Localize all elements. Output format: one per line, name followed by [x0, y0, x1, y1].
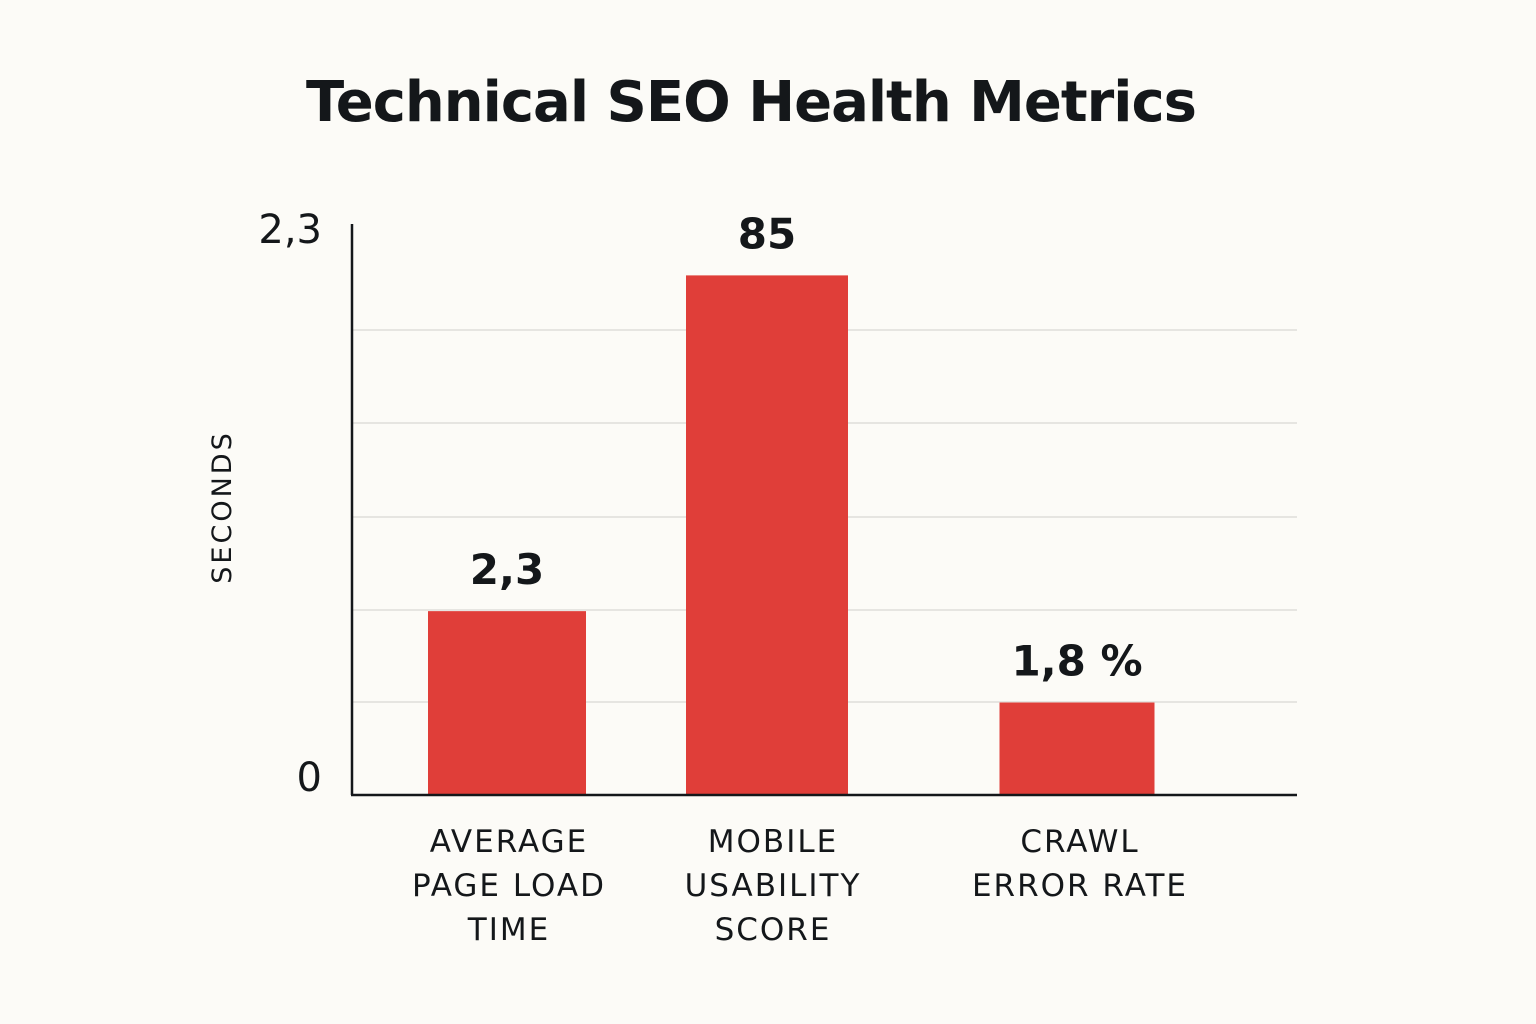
bar — [686, 275, 848, 795]
bar — [428, 611, 586, 795]
bar-value-label: 2,3 — [470, 545, 544, 594]
bar — [999, 702, 1155, 795]
y-tick-label: 0 — [297, 755, 322, 801]
y-tick-labels: 2,30 — [258, 207, 322, 801]
value-labels: 2,3 85 1,8 % — [470, 209, 1143, 685]
bar-value-label: 85 — [738, 209, 796, 258]
y-axis-label: SECONDS — [207, 430, 238, 583]
bars — [428, 275, 1155, 795]
category-label: CRAWL ERROR RATE — [972, 824, 1188, 904]
bar-value-label: 1,8 % — [1011, 636, 1142, 685]
category-label: AVERAGE PAGE LOAD TIME — [412, 824, 606, 948]
axes — [350, 224, 1297, 797]
category-labels: AVERAGE PAGE LOAD TIME MOBILE USABILITY SCORE… — [412, 824, 1188, 948]
chart-title: Technical SEO Health Metrics — [305, 70, 1197, 135]
y-tick-label: 2,3 — [258, 207, 322, 253]
category-label: MOBILE USABILITY SCORE — [685, 824, 862, 948]
